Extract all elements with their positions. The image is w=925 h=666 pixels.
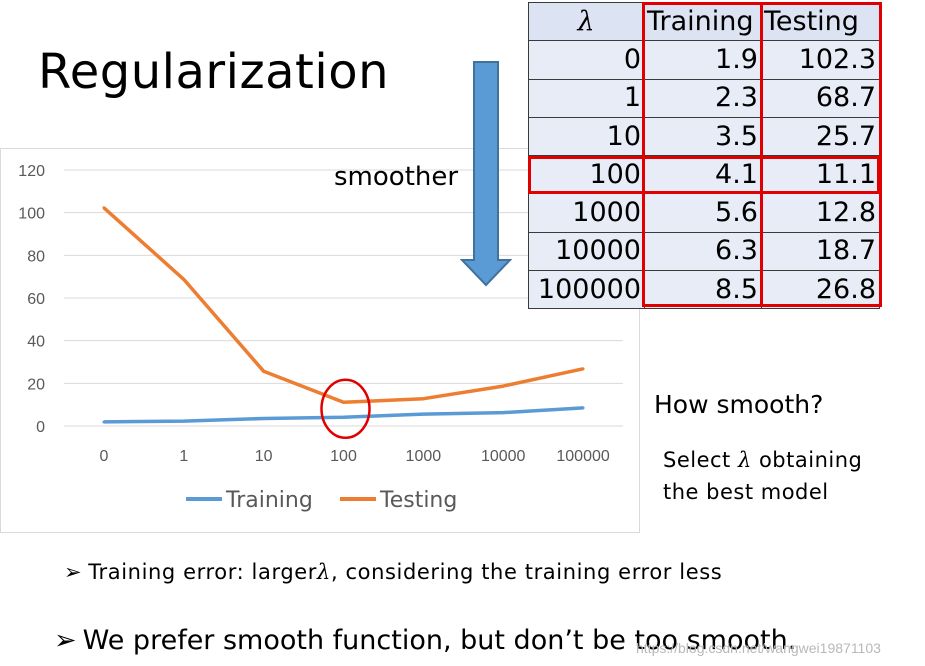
down-arrow-icon	[460, 61, 512, 287]
cell-lambda: 100	[528, 155, 645, 195]
data-point-testing	[262, 369, 266, 373]
data-point-training	[102, 420, 106, 424]
x-tick-label: 100000	[556, 448, 609, 465]
x-tick-label: 100	[330, 448, 357, 465]
table-row: 1 2.3 68.7	[528, 78, 880, 118]
data-point-training	[581, 406, 585, 410]
x-tick-label: 0	[99, 448, 108, 465]
cell-testing: 26.8	[761, 270, 880, 310]
best-lambda-highlight-circle	[320, 378, 371, 440]
x-tick-label: 10000	[481, 448, 526, 465]
select-line-2: the best model	[663, 480, 829, 504]
lambda-results-table: λ Training Testing 0 1.9 102.3 1 2.3 68.…	[528, 1, 880, 310]
data-point-testing	[102, 206, 106, 210]
cell-testing: 12.8	[761, 193, 880, 233]
table-row: 10 3.5 25.7	[528, 116, 880, 157]
x-tick-label: 1	[179, 448, 188, 465]
table-row: 1000 5.6 12.8	[528, 193, 880, 233]
bullet-prefer-smooth: ➢ We prefer smooth function, but don’t be…	[54, 625, 797, 656]
chart-svg: 0 20 40 60 80 100 120 0 1 10 100 1000 10000 100000 Tra…	[18, 163, 623, 513]
cell-training: 8.5	[644, 270, 762, 310]
cell-lambda: 1000	[528, 193, 645, 233]
header-lambda: λ	[528, 1, 645, 42]
table-header-row: λ Training Testing	[528, 1, 880, 42]
y-tick-label: 60	[27, 291, 45, 308]
y-tick-label: 100	[18, 206, 45, 223]
select-lambda-note: Select λ obtaining the best model	[663, 444, 862, 508]
data-point-training	[262, 417, 266, 421]
y-tick-label: 0	[36, 419, 45, 436]
table-row: 10000 6.3 18.7	[528, 231, 880, 272]
table-row: 100 4.1 11.1	[528, 155, 880, 195]
data-point-training	[501, 411, 505, 415]
cell-lambda: 1	[528, 78, 645, 118]
x-tick-label: 1000	[406, 448, 442, 465]
data-point-testing	[182, 277, 186, 281]
cell-lambda: 100000	[528, 270, 645, 310]
data-point-testing	[342, 400, 345, 404]
data-point-training	[342, 415, 345, 419]
select-line-1: Select λ obtaining	[663, 448, 863, 472]
cell-training: 1.9	[644, 40, 762, 80]
legend-label-testing: Testing	[379, 488, 457, 513]
table-row: 0 1.9 102.3	[528, 40, 880, 80]
table-row: 100000 8.5 26.8	[528, 270, 880, 310]
cell-testing: 68.7	[761, 78, 880, 118]
y-tick-label: 120	[18, 163, 45, 180]
y-tick-label: 80	[27, 248, 45, 265]
data-point-training	[182, 419, 186, 423]
data-point-training	[421, 412, 425, 416]
cell-training: 5.6	[644, 193, 762, 233]
series-line-training	[103, 406, 584, 424]
cell-testing: 18.7	[761, 231, 880, 272]
cell-lambda: 10000	[528, 231, 645, 272]
bullet-training-error: ➢ Training error: largerλ, considering th…	[64, 560, 723, 584]
cell-lambda: 0	[528, 40, 645, 80]
cell-testing: 11.1	[761, 155, 880, 195]
smoother-label: smoother	[334, 162, 459, 192]
cell-testing: 25.7	[761, 116, 880, 157]
cell-training: 3.5	[644, 116, 762, 157]
legend-label-training: Training	[225, 488, 313, 513]
how-smooth-question: How smooth?	[654, 390, 824, 419]
watermark: https://blog.csdn.net/wangwei19871103	[636, 640, 881, 656]
cell-lambda: 10	[528, 116, 645, 157]
cell-training: 6.3	[644, 231, 762, 272]
x-tick-label: 10	[255, 448, 273, 465]
data-point-testing	[421, 397, 425, 401]
header-testing: Testing	[761, 1, 880, 42]
cell-training: 4.1	[644, 155, 762, 195]
cell-training: 2.3	[644, 78, 762, 118]
cell-testing: 102.3	[761, 40, 880, 80]
header-training: Training	[644, 1, 762, 42]
bullet-arrow-icon: ➢	[54, 625, 77, 656]
data-point-testing	[581, 367, 585, 371]
bullet-arrow-icon: ➢	[64, 560, 83, 584]
y-tick-label: 20	[27, 376, 45, 393]
y-tick-label: 40	[27, 334, 45, 351]
slide-title: Regularization	[38, 44, 389, 100]
data-point-testing	[501, 384, 505, 388]
